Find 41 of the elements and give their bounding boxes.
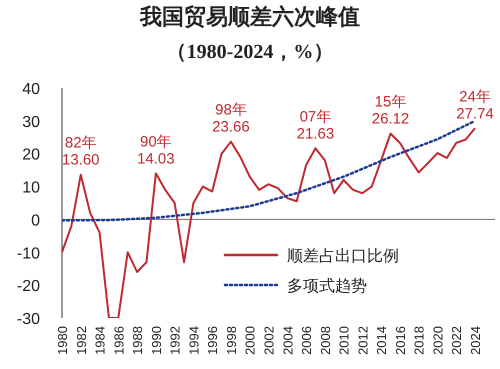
y-tick-label: -20 bbox=[16, 278, 40, 296]
x-tick-label: 2002 bbox=[262, 326, 276, 355]
x-tick-label: 1990 bbox=[148, 326, 164, 355]
x-tick-label: 2018 bbox=[412, 326, 427, 355]
x-tick-label: 2016 bbox=[392, 326, 408, 355]
x-tick-label: 2012 bbox=[355, 326, 370, 355]
x-tick-label: 1986 bbox=[111, 326, 126, 355]
y-tick-label: 40 bbox=[22, 81, 40, 98]
y-tick-label: 20 bbox=[22, 146, 40, 164]
x-tick-label: 2006 bbox=[299, 326, 314, 355]
x-tick-label: 1998 bbox=[224, 326, 239, 355]
x-tick-label: 1980 bbox=[55, 326, 70, 355]
x-tick-label: 1992 bbox=[168, 326, 183, 355]
x-tick-label: 2024 bbox=[468, 326, 483, 355]
x-tick-label: 1984 bbox=[92, 326, 108, 355]
x-tick-label: 2010 bbox=[336, 326, 352, 355]
y-tick-label: 0 bbox=[31, 212, 40, 230]
y-tick-label: -10 bbox=[16, 245, 40, 262]
x-tick-label: 1994 bbox=[186, 326, 202, 355]
annotation: 90年 14.03 bbox=[137, 133, 175, 168]
x-tick-label: 2014 bbox=[374, 326, 390, 355]
x-tick-label: 1982 bbox=[74, 326, 89, 355]
annotation: 98年 23.66 bbox=[212, 102, 250, 136]
x-tick-label: 2004 bbox=[280, 326, 296, 355]
annotation: 82年 13.60 bbox=[62, 134, 100, 169]
y-tick-label: 10 bbox=[22, 180, 40, 197]
legend-label: 顺差占出口比例 bbox=[287, 247, 399, 265]
annotation: 07年 21.63 bbox=[296, 108, 334, 142]
y-tick-label: -30 bbox=[16, 311, 40, 328]
annotation: 15年 26.12 bbox=[372, 94, 410, 128]
x-tick-label: 2008 bbox=[318, 326, 333, 355]
legend-label: 多项式趋势 bbox=[287, 277, 367, 295]
annotation: 24年 27.74 bbox=[456, 88, 494, 122]
x-tick-label: 1996 bbox=[205, 326, 220, 355]
chart-title: 我国贸易顺差六次峰值 bbox=[139, 4, 360, 29]
x-tick-label: 1988 bbox=[130, 326, 146, 355]
x-tick-label: 2022 bbox=[449, 326, 464, 355]
y-tick-label: 30 bbox=[22, 114, 40, 131]
x-tick-label: 2020 bbox=[430, 326, 446, 355]
x-tick-label: 2000 bbox=[242, 326, 258, 355]
chart-subtitle: （1980-2024，%） bbox=[166, 41, 334, 63]
